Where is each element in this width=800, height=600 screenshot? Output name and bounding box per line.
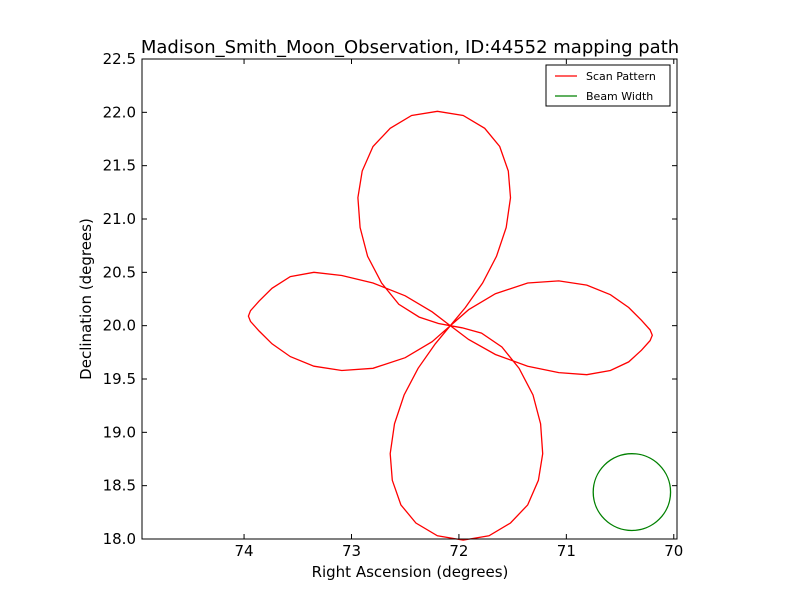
y-axis-ticks: 18.0 18.5 19.0 19.5 20.0 20.5 21.0 21.5 22.0 22.5 xyxy=(103,50,677,548)
scan-pattern-line xyxy=(247,110,654,541)
x-tick-label: 74 xyxy=(235,542,254,560)
x-tick-label: 71 xyxy=(557,542,576,560)
x-axis-ticks: 74 73 72 71 70 xyxy=(235,59,683,560)
x-tick-label: 70 xyxy=(664,542,683,560)
y-tick-label: 19.5 xyxy=(103,370,136,388)
y-tick-label: 18.5 xyxy=(103,477,136,495)
legend-box xyxy=(545,64,671,107)
x-tick-label: 73 xyxy=(342,542,361,560)
y-axis-title: Declination (degrees) xyxy=(77,218,95,380)
legend-label-beam-width: Beam Width xyxy=(586,90,653,103)
legend: Scan Pattern Beam Width xyxy=(545,64,671,107)
plot-frame xyxy=(141,58,678,540)
x-tick-label: 72 xyxy=(449,542,468,560)
y-tick-label: 21.0 xyxy=(103,210,136,228)
y-tick-label: 21.5 xyxy=(103,157,136,175)
y-tick-label: 18.0 xyxy=(103,530,136,548)
legend-label-scan-pattern: Scan Pattern xyxy=(586,70,656,83)
chart-title: Madison_Smith_Moon_Observation, ID:44552… xyxy=(141,37,679,58)
y-tick-label: 20.0 xyxy=(103,317,136,335)
y-tick-label: 22.5 xyxy=(103,50,136,68)
beam-width-circle xyxy=(592,453,672,532)
y-tick-label: 20.5 xyxy=(103,263,136,281)
y-tick-label: 19.0 xyxy=(103,423,136,441)
x-axis-title: Right Ascension (degrees) xyxy=(312,563,509,581)
y-tick-label: 22.0 xyxy=(103,103,136,121)
